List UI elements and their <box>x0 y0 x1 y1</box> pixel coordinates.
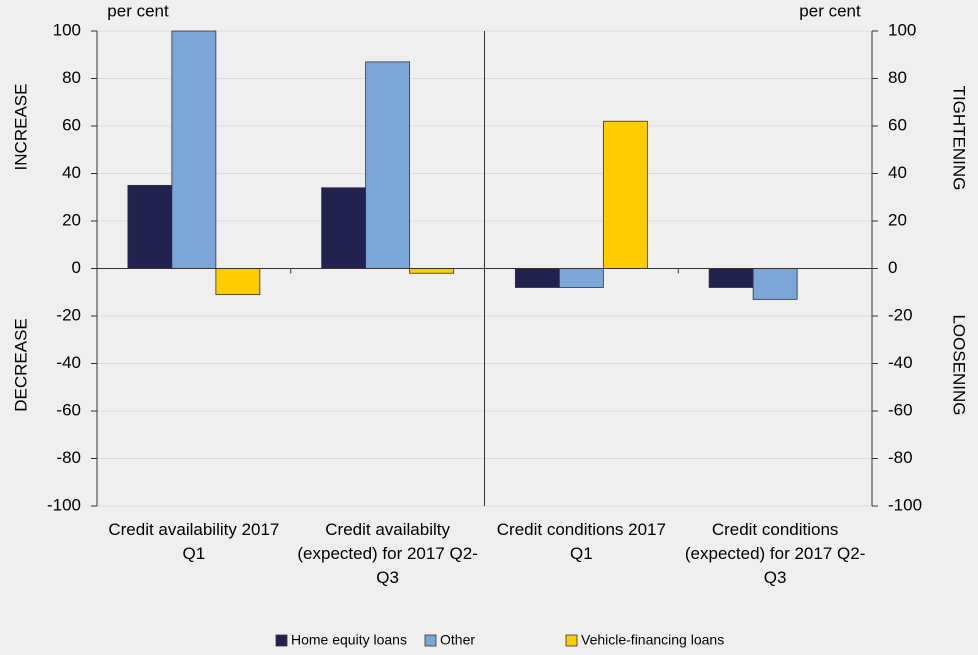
y-tick-label: 80 <box>62 68 81 87</box>
y-tick-label: 60 <box>62 115 81 134</box>
bar <box>558 268 604 288</box>
y-axis-unit: per cent <box>107 1 169 20</box>
annotation: TIGHTENING <box>950 86 969 191</box>
y2-tick-label: -60 <box>888 400 913 419</box>
legend-swatch <box>565 634 578 647</box>
y2-tick-label: 0 <box>888 258 897 277</box>
legend-label: Other <box>440 632 475 648</box>
bar <box>321 187 367 269</box>
y2-tick-label: 40 <box>888 163 907 182</box>
y2-tick-label: 60 <box>888 115 907 134</box>
y2-tick-label: 20 <box>888 210 907 229</box>
x-tick-label: Credit conditions (expected) for 2017 Q2… <box>684 520 866 587</box>
annotation: LOOSENING <box>950 314 969 415</box>
y-tick-label: -100 <box>47 495 81 514</box>
y2-axis-unit: per cent <box>799 1 861 20</box>
bar <box>365 61 411 269</box>
bar <box>409 268 455 274</box>
bar <box>708 268 754 288</box>
annotation: DECREASE <box>11 318 30 412</box>
y2-tick-label: -40 <box>888 353 913 372</box>
y2-tick-label: -100 <box>888 495 922 514</box>
y-tick-label: 0 <box>72 258 81 277</box>
y2-tick-label: 80 <box>888 68 907 87</box>
legend-label: Home equity loans <box>291 632 407 648</box>
y2-tick-label: 100 <box>888 20 916 39</box>
legend-swatch <box>275 634 288 647</box>
y-tick-label: 20 <box>62 210 81 229</box>
bar <box>602 120 648 269</box>
annotation: INCREASE <box>11 84 30 171</box>
legend-label: Vehicle-financing loans <box>581 632 724 648</box>
y-tick-label: -20 <box>56 305 81 324</box>
y-tick-label: -80 <box>56 448 81 467</box>
legend-swatch <box>424 634 437 647</box>
y2-tick-label: -20 <box>888 305 913 324</box>
bar <box>127 184 173 269</box>
bar <box>171 30 217 269</box>
x-tick-label: Credit availability 2017 Q1 <box>108 520 280 563</box>
bar <box>514 268 560 288</box>
y-tick-label: 100 <box>53 20 81 39</box>
y2-tick-label: -80 <box>888 448 913 467</box>
x-tick-label: Credit availabilty (expected) for 2017 Q… <box>297 520 478 587</box>
y-tick-label: 40 <box>62 163 81 182</box>
y-tick-label: -60 <box>56 400 81 419</box>
bar <box>215 268 261 296</box>
y-tick-label: -40 <box>56 353 81 372</box>
bar <box>752 268 798 300</box>
x-tick-label: Credit conditions 2017 Q1 <box>496 520 666 563</box>
